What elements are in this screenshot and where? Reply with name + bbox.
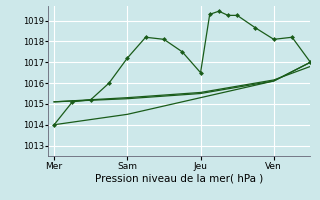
X-axis label: Pression niveau de la mer( hPa ): Pression niveau de la mer( hPa ) — [95, 173, 263, 183]
